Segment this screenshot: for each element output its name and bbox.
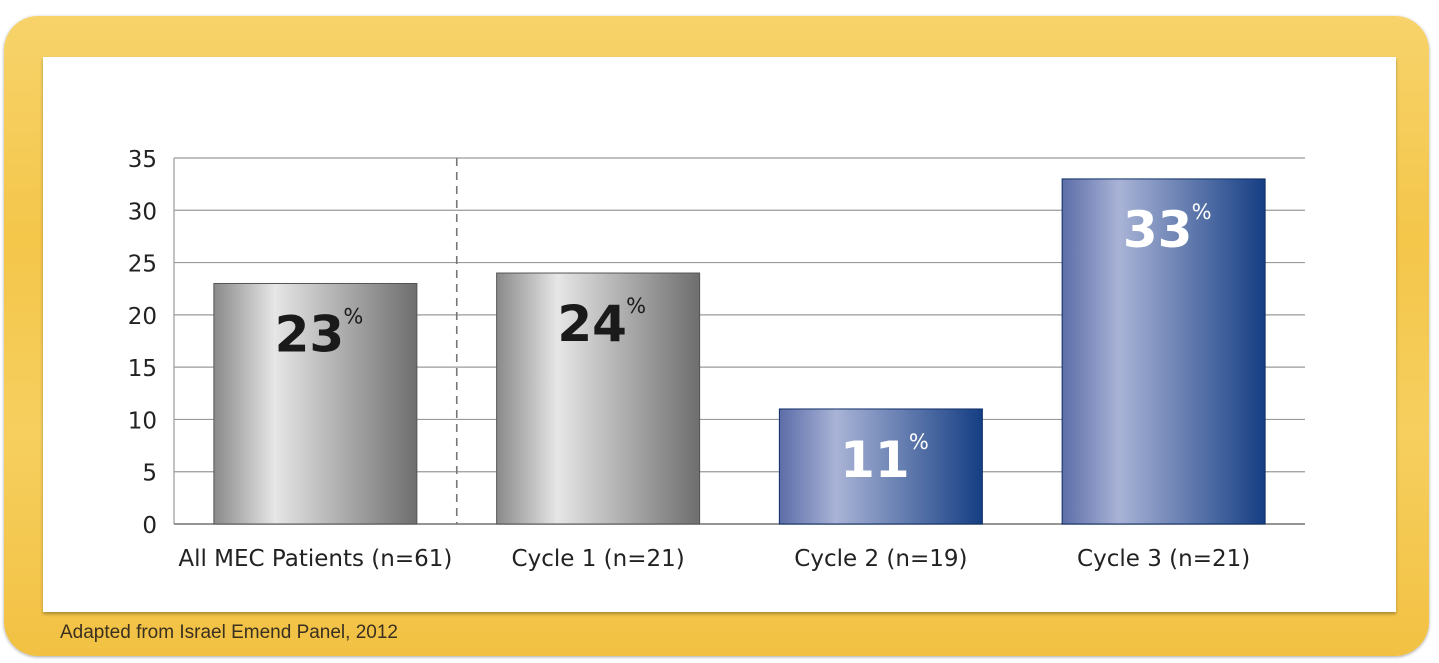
bar-value-suffix: % <box>626 294 646 318</box>
chart-panel: 0 5 10 15 20 25 30 35 23% 24% 11% 33% All MEC Pati… <box>43 57 1396 612</box>
x-category-label: Cycle 1 (n=21) <box>512 546 685 572</box>
bar-value-suffix: % <box>1192 200 1212 224</box>
source-note: Adapted from Israel Emend Panel, 2012 <box>60 622 398 643</box>
y-axis: 0 5 10 15 20 25 30 35 <box>128 147 157 539</box>
bar <box>1061 178 1266 525</box>
y-tick-label: 0 <box>142 513 157 539</box>
bar-value-suffix: % <box>343 304 363 328</box>
bar <box>213 282 418 525</box>
x-category-label: Cycle 2 (n=19) <box>794 546 967 572</box>
x-category-label: All MEC Patients (n=61) <box>178 546 452 572</box>
y-tick-label: 10 <box>128 408 157 434</box>
bar-value-label: 11 <box>840 431 910 489</box>
bar-value-label: 33 <box>1123 201 1193 259</box>
bar-value-label: 23 <box>275 305 345 363</box>
y-tick-label: 25 <box>128 252 157 278</box>
y-tick-label: 20 <box>128 304 157 330</box>
bar-value-label: 24 <box>557 295 627 353</box>
bar <box>778 408 983 525</box>
y-tick-label: 15 <box>128 356 157 382</box>
x-category-label: Cycle 3 (n=21) <box>1077 546 1250 572</box>
bar <box>496 272 701 525</box>
y-tick-label: 30 <box>128 199 157 225</box>
bars: 23% 24 %11 %33% <box>213 178 1266 525</box>
y-tick-label: 5 <box>142 461 157 487</box>
x-axis: All MEC Patients (n=61) Cycle 1 (n=21) Cyc… <box>178 546 1250 572</box>
bar-value-suffix: % <box>909 430 929 454</box>
y-tick-label: 35 <box>128 147 157 173</box>
